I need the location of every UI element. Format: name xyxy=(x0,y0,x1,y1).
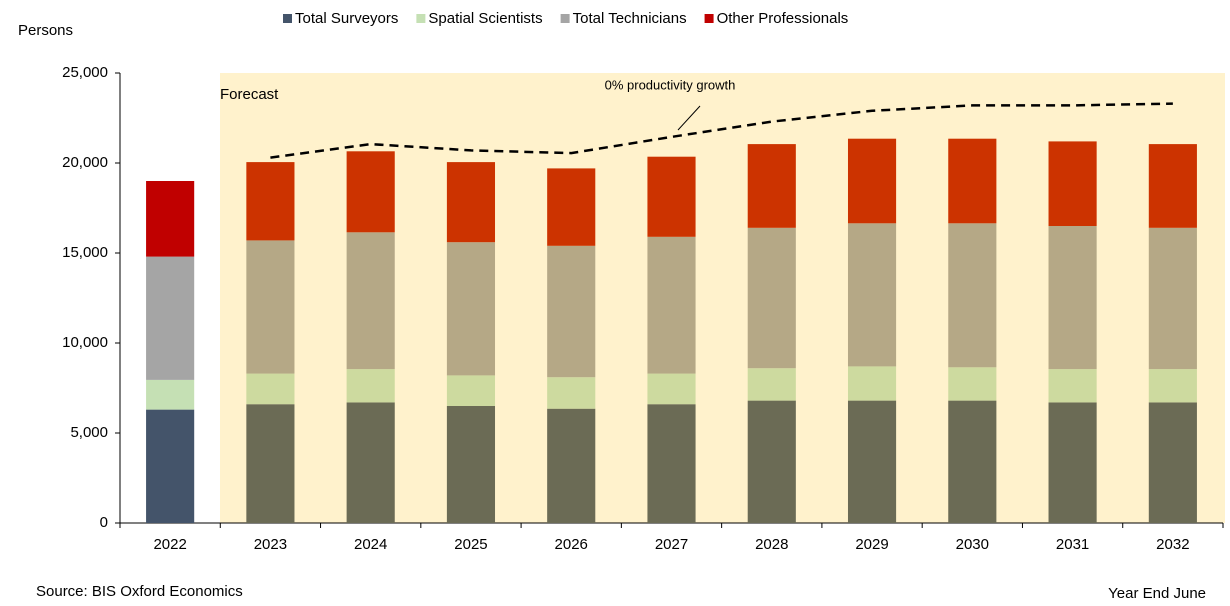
productivity-line xyxy=(270,102,1173,159)
bar-segment xyxy=(1148,369,1197,403)
legend-swatch xyxy=(283,14,292,23)
bar-segment xyxy=(1048,402,1097,523)
x-tick-label: 2028 xyxy=(755,536,788,553)
bar-segment xyxy=(346,369,395,403)
legend-label: Total Technicians xyxy=(573,10,687,27)
legend-swatch xyxy=(416,14,426,23)
y-tick-label: 10,000 xyxy=(62,334,108,351)
bar-segment xyxy=(647,404,696,523)
x-tick-label: 2022 xyxy=(153,536,186,553)
legend-label: Other Professionals xyxy=(717,10,849,27)
x-tick-label: 2024 xyxy=(354,536,387,553)
x-tick-label: 2025 xyxy=(454,536,487,553)
bar-segment xyxy=(246,162,295,241)
x-tick-label: 2030 xyxy=(956,536,989,553)
bar-segment xyxy=(647,373,696,405)
line-annotation: 0% productivity growth xyxy=(605,77,736,92)
bar-segment xyxy=(547,168,596,246)
bar-segment xyxy=(146,181,195,257)
bar-segment xyxy=(747,227,796,369)
bar-segment xyxy=(246,240,295,374)
bar-segment xyxy=(446,242,496,376)
bar-segment xyxy=(1148,227,1197,370)
x-tick-label: 2029 xyxy=(855,536,888,553)
bar-segment xyxy=(446,162,496,243)
legend-label: Total Surveyors xyxy=(295,10,398,27)
bar-segment xyxy=(346,232,395,370)
x-tick-label: 2027 xyxy=(655,536,688,553)
bar-segment xyxy=(547,408,596,523)
bar-segment xyxy=(747,368,796,401)
bar-segment xyxy=(246,373,295,405)
bar-segment xyxy=(1148,402,1197,523)
y-tick-label: 0 xyxy=(100,514,108,531)
bar-segment xyxy=(847,400,897,523)
bar-segment xyxy=(346,402,395,523)
legend-swatch xyxy=(704,14,714,23)
y-axis-label: Persons xyxy=(18,22,73,39)
bar-segment xyxy=(246,404,295,523)
bar-segment xyxy=(1048,141,1097,226)
bar-segment xyxy=(446,406,496,523)
bar-segment xyxy=(948,223,997,368)
bar-segment xyxy=(847,366,897,401)
bar-segment xyxy=(647,236,696,374)
bar-segment xyxy=(747,400,796,523)
bar-segment xyxy=(547,245,596,378)
bar-segment xyxy=(146,409,195,523)
bar-segment xyxy=(547,377,596,409)
bar-segment xyxy=(747,144,796,228)
x-tick-label: 2031 xyxy=(1056,536,1089,553)
legend-swatch xyxy=(560,14,570,23)
bar-segment xyxy=(146,256,195,380)
y-tick-label: 15,000 xyxy=(62,244,108,261)
y-tick-label: 20,000 xyxy=(62,154,108,171)
y-tick-label: 5,000 xyxy=(70,424,108,441)
legend-label: Spatial Scientists xyxy=(428,10,542,27)
y-tick-label: 25,000 xyxy=(62,64,108,81)
bar-segment xyxy=(1048,226,1097,370)
bar-segment xyxy=(446,375,496,406)
x-axis-label: Year End June xyxy=(1108,585,1206,602)
bar-segment xyxy=(948,367,997,401)
bar-segment xyxy=(948,138,997,224)
bar-segment xyxy=(847,138,897,224)
x-tick-label: 2023 xyxy=(254,536,287,553)
bar-segment xyxy=(1048,369,1097,403)
forecast-label: Forecast xyxy=(220,86,279,103)
bar-segment xyxy=(346,151,395,233)
source: Source: BIS Oxford Economics xyxy=(36,583,243,600)
x-tick-label: 2032 xyxy=(1156,536,1189,553)
bar-segment xyxy=(847,223,897,367)
bar-segment xyxy=(1148,144,1197,228)
annotation-pointer xyxy=(677,105,701,131)
bar-segment xyxy=(146,379,195,410)
bar-segment xyxy=(647,156,696,237)
x-tick-label: 2026 xyxy=(555,536,588,553)
bar-segment xyxy=(948,400,997,523)
